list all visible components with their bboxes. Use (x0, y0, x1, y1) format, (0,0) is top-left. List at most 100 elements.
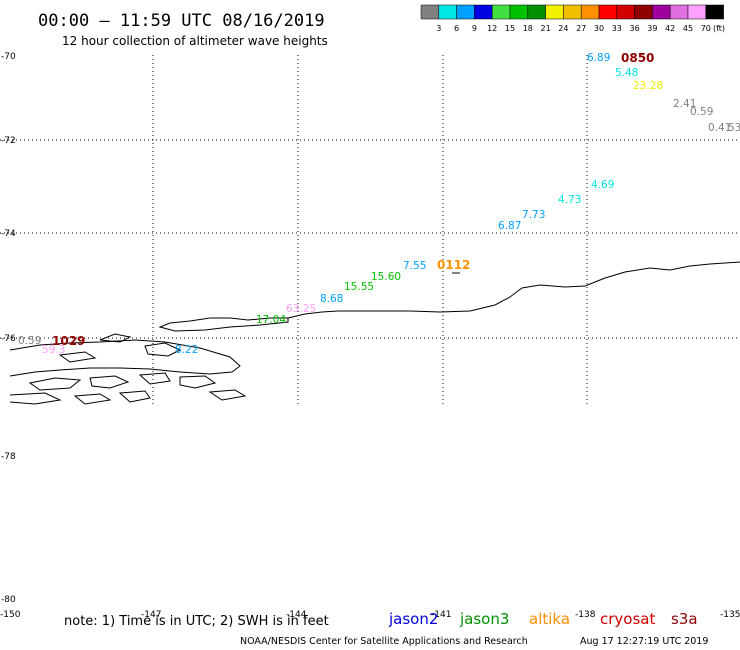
island (89, 375, 130, 389)
legend-swatch (669, 4, 689, 20)
island (179, 375, 217, 389)
lat-label: -74 (1, 229, 16, 239)
legend-tick-label: 24 (558, 24, 568, 33)
coastline-shelf (158, 317, 289, 332)
legend-tick-label: 45 (683, 24, 693, 33)
satellite-name: altika (529, 610, 570, 628)
lon-label: -150 (0, 610, 21, 620)
satellite-name: s3a (671, 610, 698, 628)
swh-value: 4.69 (591, 179, 614, 191)
swh-value: 5.48 (615, 67, 638, 79)
coastline (9, 261, 740, 405)
legend-tick-label: 30 (594, 24, 604, 33)
legend-unit: (ft) (713, 24, 725, 33)
legend-swatch (634, 4, 653, 20)
legend-tick-label: 6 (454, 24, 459, 33)
legend-tick-label: 27 (576, 24, 586, 33)
legend-swatch (438, 4, 457, 20)
map-title: 00:00 – 11:59 UTC 08/16/2019 (38, 11, 325, 31)
map-subtitle: 12 hour collection of altimeter wave hei… (62, 34, 328, 48)
legend-tick-label: 15 (505, 24, 515, 33)
swh-value: 7.55 (403, 260, 426, 272)
swh-value: 15.60 (371, 271, 401, 283)
legend-tick-label: 36 (630, 24, 640, 33)
legend-tick-label: 39 (647, 24, 657, 33)
lon-label: -138 (575, 610, 596, 620)
swh-value: 63.25 (286, 303, 316, 315)
legend-tick-label: 18 (523, 24, 533, 33)
pass-time: 1029 (52, 334, 85, 348)
pass-time: 0112 (437, 258, 470, 272)
lat-label: -72 (1, 136, 16, 146)
swh-value: 0.59 (690, 106, 713, 118)
satellite-name: jason2 (388, 610, 438, 628)
legend-swatch (474, 4, 493, 20)
lon-label: -135 (720, 610, 740, 620)
pass-time: 0850 (621, 51, 654, 65)
legend-swatch (616, 4, 635, 20)
wave-height-observations: 6.89 5.48 23.28 2.41 0.59 0.41 53 4.69 4… (18, 52, 740, 356)
timestamp-text: Aug 17 12:27:19 UTC 2019 (580, 636, 708, 647)
island (118, 390, 151, 403)
swh-value: 0.59 (18, 335, 41, 347)
pass-time-labels: 0850 0112 1029 (52, 51, 654, 348)
credit-text: NOAA/NESDIS Center for Satellite Applica… (240, 636, 528, 647)
legend-swatch (527, 4, 546, 20)
legend-swatch (598, 4, 618, 20)
legend-swatch (705, 4, 724, 20)
legend-swatch (491, 4, 511, 20)
swh-value: 2.41 (673, 98, 696, 110)
swh-value: 23.28 (633, 80, 663, 92)
swh-value: 6.87 (498, 220, 521, 232)
swh-value: 8.68 (320, 293, 343, 305)
legend-tick-label: 42 (665, 24, 675, 33)
legend-swatch (456, 4, 475, 20)
legend-swatch (545, 4, 564, 20)
swh-value: 15.55 (344, 281, 374, 293)
swh-value: 6.89 (587, 52, 610, 64)
island (99, 333, 132, 343)
legend-tick-label: 3 (436, 24, 441, 33)
island (208, 389, 247, 401)
island (58, 351, 97, 363)
island (138, 372, 171, 385)
island (144, 342, 182, 357)
footnote: note: 1) Time is in UTC; 2) SWH is in fe… (64, 614, 329, 629)
swh-value: 17.04 (256, 314, 286, 326)
swh-value: 7.73 (522, 209, 545, 221)
swh-value: 53 (728, 122, 740, 134)
coastline-main (287, 261, 740, 319)
island (73, 393, 112, 405)
lon-label: -144 (286, 610, 307, 620)
legend-tick-label: 70 (701, 24, 711, 33)
swh-value: 0.41 (708, 122, 731, 134)
legend-tick-label: 21 (541, 24, 551, 33)
legend-swatch (563, 4, 582, 20)
satellite-name: cryosat (600, 610, 655, 628)
lat-label: -70 (1, 52, 16, 62)
legend-swatch (580, 4, 600, 20)
graticule (0, 55, 740, 405)
legend-tick-label: 12 (487, 24, 497, 33)
island (28, 377, 82, 391)
legend-tick-label: 9 (472, 24, 477, 33)
legend-swatch (652, 4, 671, 20)
satellite-legend: jason2 jason3 altika cryosat s3a (388, 610, 698, 628)
swh-value: 4.73 (558, 194, 581, 206)
lat-label: -76 (1, 334, 16, 344)
legend-swatch (509, 4, 529, 20)
coastline-west (9, 339, 241, 377)
island (9, 392, 62, 405)
satellite-name: jason3 (459, 610, 509, 628)
swh-value: 59.3 (42, 344, 65, 356)
color-legend: 3 6 9 12 15 18 21 24 27 30 33 36 39 42 45 70 (420, 4, 724, 33)
legend-swatch (687, 4, 707, 20)
lon-label: -141 (431, 610, 451, 620)
lat-label: -78 (1, 452, 16, 462)
lon-label: -147 (141, 610, 161, 620)
swh-value: 8.22 (175, 344, 198, 356)
legend-swatch (420, 4, 440, 20)
lat-label: -80 (1, 595, 16, 605)
legend-tick-label: 33 (612, 24, 622, 33)
